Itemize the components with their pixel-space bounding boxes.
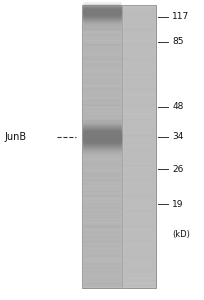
Text: (kD): (kD)	[171, 230, 189, 238]
Text: 117: 117	[171, 12, 188, 21]
Text: 34: 34	[171, 132, 183, 141]
Bar	[82, 4, 155, 288]
Text: 19: 19	[171, 200, 183, 208]
Text: 48: 48	[171, 102, 183, 111]
Text: 26: 26	[171, 165, 183, 174]
Text: JunB: JunB	[4, 131, 26, 142]
Bar	[82, 4, 121, 288]
Bar	[121, 4, 155, 288]
Text: 85: 85	[171, 38, 183, 46]
